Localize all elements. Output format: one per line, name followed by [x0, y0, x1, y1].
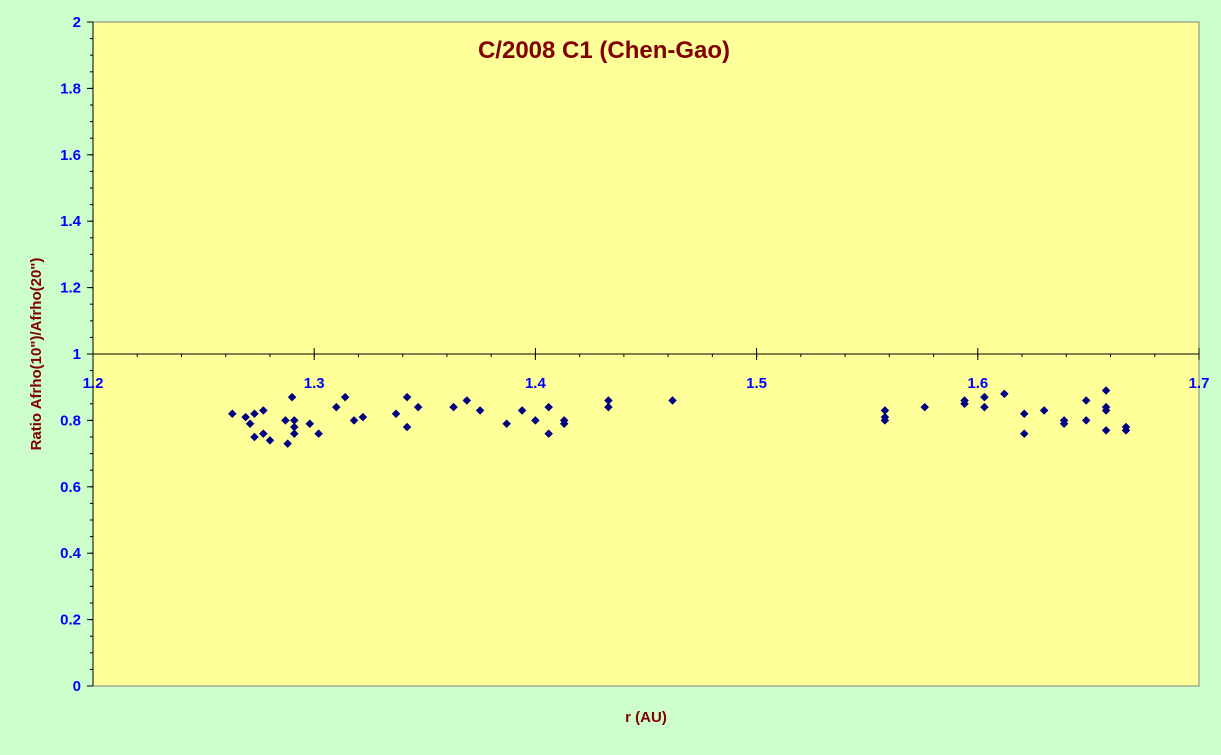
data-points — [228, 386, 1131, 448]
data-point — [449, 402, 458, 412]
data-point — [999, 389, 1009, 399]
data-point — [960, 396, 969, 405]
data-point — [1059, 416, 1069, 425]
data-point — [349, 416, 359, 425]
data-point — [1101, 386, 1111, 395]
data-point — [980, 402, 989, 412]
data-point — [413, 402, 423, 412]
data-point — [668, 396, 677, 405]
x-tick-label: 1.4 — [525, 375, 547, 392]
x-tick-label: 1.3 — [304, 375, 325, 392]
data-point — [1039, 406, 1049, 415]
data-point — [391, 409, 401, 419]
x-tick-label: 1.7 — [1189, 375, 1210, 392]
data-point — [604, 402, 613, 412]
data-point — [1019, 429, 1029, 439]
data-point — [281, 416, 290, 425]
y-tick-label: 0.8 — [60, 412, 81, 429]
data-point — [250, 409, 259, 419]
data-point — [258, 406, 268, 415]
data-point — [1019, 409, 1029, 419]
data-point — [920, 402, 930, 412]
y-tick-label: 0.4 — [60, 545, 82, 562]
data-point — [402, 392, 412, 402]
data-point — [289, 429, 299, 439]
data-point — [980, 392, 989, 402]
x-axis: 1.2 1.3 1.4 1.5 1.6 1.7 — [83, 348, 1210, 392]
data-point — [340, 392, 350, 402]
data-point — [1101, 426, 1111, 435]
data-point — [517, 406, 527, 415]
x-axis-title: r (AU) — [625, 709, 667, 726]
data-point — [544, 429, 554, 439]
data-point — [475, 406, 485, 415]
data-point — [250, 432, 259, 442]
y-tick-label: 1.6 — [60, 147, 81, 164]
data-point — [462, 396, 472, 405]
data-point — [245, 419, 255, 429]
data-point — [287, 392, 297, 402]
data-point — [241, 412, 250, 422]
data-point — [1081, 416, 1091, 425]
chart-title: C/2008 C1 (Chen-Gao) — [478, 37, 730, 64]
data-point — [305, 419, 315, 429]
data-point — [1101, 406, 1111, 415]
data-point — [502, 419, 511, 429]
x-tick-label: 1.2 — [83, 375, 104, 392]
x-tick-label: 1.6 — [967, 375, 988, 392]
y-axis-title: Ratio Afrho(10")/Afrho(20") — [28, 258, 45, 451]
data-point — [358, 412, 368, 422]
data-point — [228, 409, 237, 419]
y-tick-label: 0.2 — [60, 612, 81, 629]
y-tick-label: 0.6 — [60, 479, 81, 496]
data-point — [314, 429, 323, 439]
y-tick-label: 1.8 — [60, 80, 81, 97]
data-point — [258, 429, 268, 439]
y-tick-label: 1.2 — [60, 280, 81, 297]
y-axis: 0 0.2 0.4 0.6 0.8 1 1.2 1.4 1.6 1.8 2 — [60, 14, 94, 695]
data-point — [331, 402, 341, 412]
data-point — [402, 422, 412, 432]
data-point — [1121, 426, 1131, 435]
data-point — [880, 416, 890, 425]
data-point — [265, 435, 275, 445]
y-tick-label: 0 — [73, 678, 81, 695]
data-point — [544, 402, 554, 412]
data-point — [1081, 396, 1091, 405]
data-point — [283, 439, 293, 448]
y-tick-label: 1.4 — [60, 213, 82, 230]
x-tick-label: 1.5 — [746, 375, 767, 392]
data-point — [531, 416, 540, 425]
y-tick-label: 1 — [73, 346, 81, 363]
y-tick-label: 2 — [73, 14, 81, 31]
data-point — [559, 416, 569, 425]
